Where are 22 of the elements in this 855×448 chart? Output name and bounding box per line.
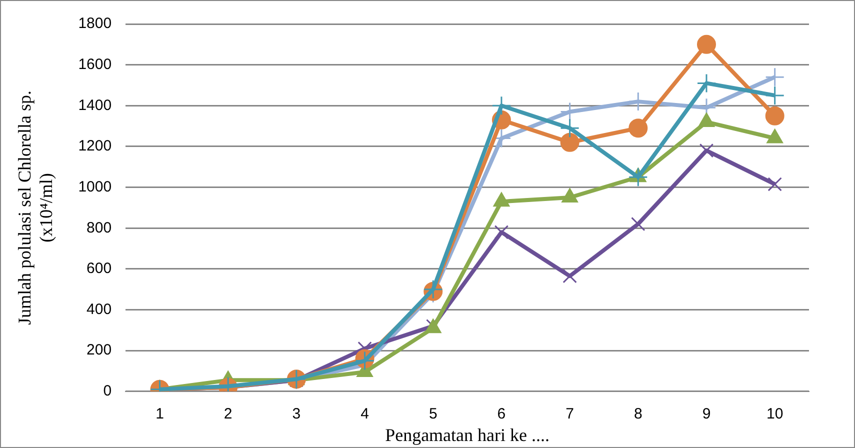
y-tick-label: 600 (86, 260, 112, 278)
y-tick-label: 400 (86, 300, 112, 318)
y-tick-label: 1600 (78, 56, 112, 73)
x-tick-label: 7 (566, 406, 574, 423)
x-tick-label: 4 (360, 406, 369, 423)
x-tick-label: 1 (156, 406, 164, 423)
y-tick-label: 1200 (78, 138, 112, 155)
x-tick-label: 8 (634, 406, 642, 423)
x-tick-label: 10 (766, 406, 784, 423)
y-tick-label: 0 (103, 382, 112, 400)
y-tick-label: 200 (86, 342, 112, 359)
x-tick-label: 2 (224, 406, 232, 423)
x-axis-title: Pengamatan hari ke .... (385, 424, 550, 445)
y-axis-title: Jumlah polulasi sel Chlorella sp. (x10⁴/ml) (14, 90, 56, 325)
y-tick-label: 1800 (78, 15, 112, 32)
x-tick-label: 3 (292, 406, 301, 423)
x-tick-label: 5 (428, 406, 438, 423)
x-tick-label: 9 (702, 406, 711, 423)
y-tick-label: 800 (86, 219, 112, 236)
y-tick-label: 1000 (78, 178, 112, 196)
y-tick-label: 1400 (78, 96, 112, 114)
x-tick-label: 6 (497, 406, 506, 423)
